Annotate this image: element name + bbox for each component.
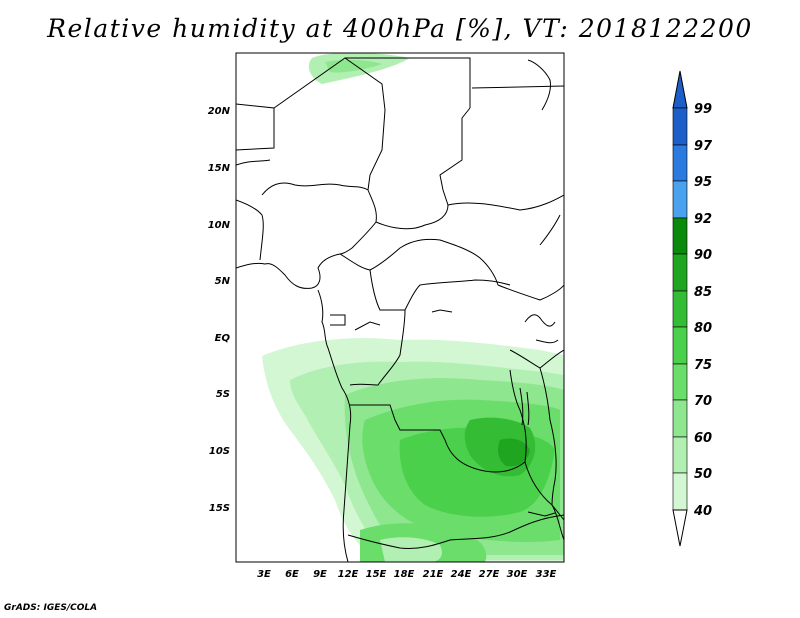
lon-label-15e: 15E — [366, 569, 387, 580]
lon-label-3e: 3E — [257, 569, 271, 580]
colorbar-label-40: 40 — [693, 504, 712, 519]
colorbar-label-99: 99 — [694, 102, 712, 117]
colorbar: 99 97 95 92 90 85 80 75 70 60 50 40 — [672, 70, 713, 547]
colorbar-label-70: 70 — [694, 394, 712, 409]
lat-label-eq: EQ — [215, 333, 231, 344]
colorbar-bin-85 — [672, 290, 688, 328]
lon-label-6e: 6E — [285, 569, 299, 580]
colorbar-label-85: 85 — [694, 285, 712, 300]
lat-label-5s: 5S — [216, 389, 230, 400]
colorbar-label-97: 97 — [694, 139, 713, 154]
lon-label-33e: 33E — [536, 569, 557, 580]
longitude-axis: 3E 6E 9E 12E 15E 18E 21E 24E 27E 30E 33E — [257, 569, 556, 580]
colorbar-label-75: 75 — [694, 358, 712, 373]
colorbar-label-92: 92 — [694, 212, 712, 227]
map-title: Relative humidity at 400hPa [%], VT: 201… — [47, 14, 753, 43]
lat-label-20n: 20N — [208, 106, 231, 117]
colorbar-bin-80 — [672, 326, 688, 365]
colorbar-bin-95 — [672, 180, 688, 219]
lat-label-15s: 15S — [209, 503, 230, 514]
colorbar-top-arrow — [672, 70, 688, 109]
colorbar-label-90: 90 — [694, 248, 712, 263]
colorbar-bin-50 — [672, 472, 688, 511]
lat-label-10n: 10N — [208, 220, 231, 231]
colorbar-label-60: 60 — [694, 431, 712, 446]
lat-label-10s: 10S — [209, 446, 230, 457]
colorbar-label-95: 95 — [694, 175, 712, 190]
lon-label-30e: 30E — [507, 569, 528, 580]
country-borders — [236, 57, 564, 562]
map-frame — [235, 52, 565, 563]
lat-label-5n: 5N — [215, 276, 231, 287]
lon-label-9e: 9E — [313, 569, 327, 580]
colorbar-bin-99 — [672, 107, 688, 146]
colorbar-bin-70 — [672, 399, 688, 438]
lon-label-27e: 27E — [479, 569, 500, 580]
colorbar-bin-60 — [672, 436, 688, 474]
lon-label-24e: 24E — [451, 569, 472, 580]
humidity-shading — [262, 53, 564, 562]
colorbar-bin-97 — [672, 144, 688, 182]
lat-label-15n: 15N — [208, 163, 231, 174]
lon-label-21e: 21E — [423, 569, 444, 580]
lon-label-18e: 18E — [394, 569, 415, 580]
colorbar-label-50: 50 — [694, 467, 712, 482]
latitude-axis: 20N 15N 10N 5N EQ 5S 10S 15S — [208, 106, 231, 514]
colorbar-bin-75 — [672, 363, 688, 401]
grads-credit: GrADS: IGES/COLA — [4, 603, 98, 613]
colorbar-bottom-arrow — [672, 509, 688, 547]
colorbar-bin-92 — [672, 217, 688, 255]
colorbar-label-80: 80 — [694, 321, 712, 336]
colorbar-bin-90 — [672, 253, 688, 292]
lon-label-12e: 12E — [338, 569, 359, 580]
